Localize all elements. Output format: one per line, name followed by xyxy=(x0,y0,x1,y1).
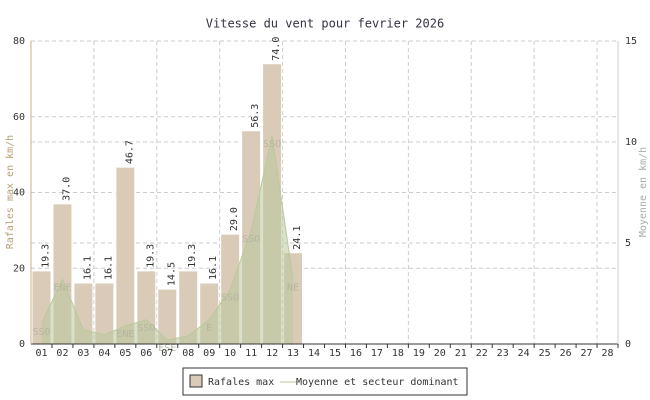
data-label: 16.1 xyxy=(82,256,93,280)
legend-label: Rafales max xyxy=(208,377,274,388)
x-tick-label: 26 xyxy=(560,348,572,359)
data-label: 16.1 xyxy=(208,256,219,280)
data-label: 56.3 xyxy=(250,104,261,128)
x-tick-label: 16 xyxy=(350,348,362,359)
x-tick-label: 12 xyxy=(266,348,278,359)
x-tick-label: 06 xyxy=(140,348,152,359)
chart-title: Vitesse du vent pour fevrier 2026 xyxy=(206,17,444,31)
x-tick-label: 14 xyxy=(308,348,320,359)
sector-label: SSO xyxy=(242,234,260,245)
sector-label: SSO xyxy=(32,327,50,338)
data-label: 24.1 xyxy=(292,226,303,250)
y-tick-label: 40 xyxy=(13,188,25,199)
x-tick-label: 20 xyxy=(434,348,446,359)
x-tick-label: 13 xyxy=(287,348,299,359)
data-label: 14.5 xyxy=(166,262,177,286)
x-tick-label: 08 xyxy=(182,348,194,359)
data-label: 74.0 xyxy=(271,37,282,61)
x-tick-label: 02 xyxy=(56,348,68,359)
x-tick-label: 09 xyxy=(203,348,215,359)
x-tick-label: 15 xyxy=(329,348,341,359)
y2-tick-label: 10 xyxy=(625,137,637,148)
x-tick-label: 23 xyxy=(497,348,509,359)
sector-label: ESE xyxy=(158,343,176,354)
x-tick-label: 11 xyxy=(245,348,257,359)
legend-box xyxy=(182,367,468,396)
y-tick-label: 60 xyxy=(13,112,25,123)
data-label: 16.1 xyxy=(103,256,114,280)
sector-label: SSO xyxy=(137,323,155,334)
data-label: 46.7 xyxy=(124,140,135,164)
y2-tick-label: 5 xyxy=(625,238,631,249)
y-tick-label: 20 xyxy=(13,263,25,274)
area xyxy=(41,135,294,344)
x-tick-label: 22 xyxy=(476,348,488,359)
x-tick-label: 28 xyxy=(601,348,613,359)
x-tick-label: 10 xyxy=(224,348,236,359)
x-tick-label: 07 xyxy=(161,348,173,359)
x-tick-label: 17 xyxy=(371,348,383,359)
sector-label: ENE xyxy=(53,282,71,293)
bar xyxy=(115,166,136,345)
data-label: 19.3 xyxy=(145,244,156,268)
x-tick-label: 24 xyxy=(518,348,530,359)
x-tick-label: 19 xyxy=(413,348,425,359)
sector-label: E xyxy=(206,323,212,334)
sector-label: SSO xyxy=(263,139,281,150)
data-label: 37.0 xyxy=(61,177,72,201)
legend-label: Moyenne et secteur dominant xyxy=(296,377,459,388)
y-axis-label: Rafales max en km/h xyxy=(5,135,16,249)
sector-label: SSO xyxy=(221,292,239,303)
data-label: 19.3 xyxy=(40,244,51,268)
y-tick-label: 80 xyxy=(13,36,25,47)
sector-label: ENE xyxy=(116,329,134,340)
x-tick-label: 25 xyxy=(539,348,551,359)
y2-axis-label: Moyenne en km/h xyxy=(638,147,649,237)
data-label: 29.0 xyxy=(229,207,240,231)
x-tick-label: 21 xyxy=(455,348,467,359)
y2-tick-label: 0 xyxy=(625,339,631,350)
legend-swatch xyxy=(189,374,203,388)
x-tick-label: 18 xyxy=(392,348,404,359)
line xyxy=(41,135,294,341)
y-tick-label: 0 xyxy=(19,339,25,350)
x-tick-label: 03 xyxy=(77,348,89,359)
x-tick-label: 27 xyxy=(581,348,593,359)
data-label: 19.3 xyxy=(187,244,198,268)
sector-label: NE xyxy=(287,282,299,293)
x-tick-label: 05 xyxy=(119,348,131,359)
x-tick-label: 04 xyxy=(98,348,110,359)
x-tick-label: 01 xyxy=(35,348,47,359)
y2-tick-label: 15 xyxy=(625,36,637,47)
